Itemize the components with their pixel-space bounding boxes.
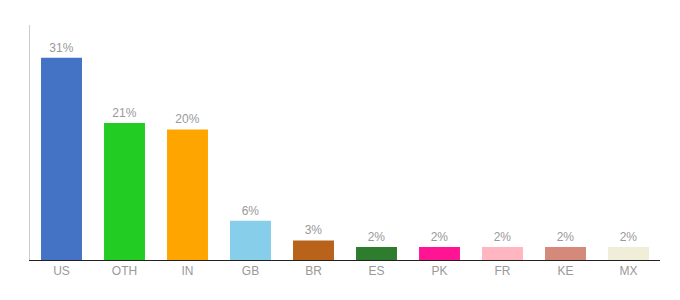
svg-text:IN: IN: [182, 264, 194, 278]
svg-text:2%: 2%: [494, 230, 512, 244]
svg-text:21%: 21%: [112, 106, 136, 120]
svg-text:ES: ES: [368, 264, 384, 278]
svg-text:FR: FR: [495, 264, 511, 278]
svg-text:BR: BR: [305, 264, 322, 278]
svg-text:GB: GB: [242, 264, 259, 278]
svg-text:2%: 2%: [620, 230, 638, 244]
svg-text:2%: 2%: [557, 230, 575, 244]
svg-text:3%: 3%: [305, 223, 323, 237]
svg-text:2%: 2%: [431, 230, 449, 244]
svg-text:KE: KE: [557, 264, 573, 278]
svg-text:MX: MX: [620, 264, 638, 278]
svg-text:US: US: [53, 264, 70, 278]
svg-text:31%: 31%: [49, 41, 73, 55]
svg-text:OTH: OTH: [112, 264, 137, 278]
svg-text:PK: PK: [431, 264, 447, 278]
svg-text:6%: 6%: [242, 204, 260, 218]
svg-text:20%: 20%: [175, 112, 199, 126]
svg-text:2%: 2%: [368, 230, 386, 244]
